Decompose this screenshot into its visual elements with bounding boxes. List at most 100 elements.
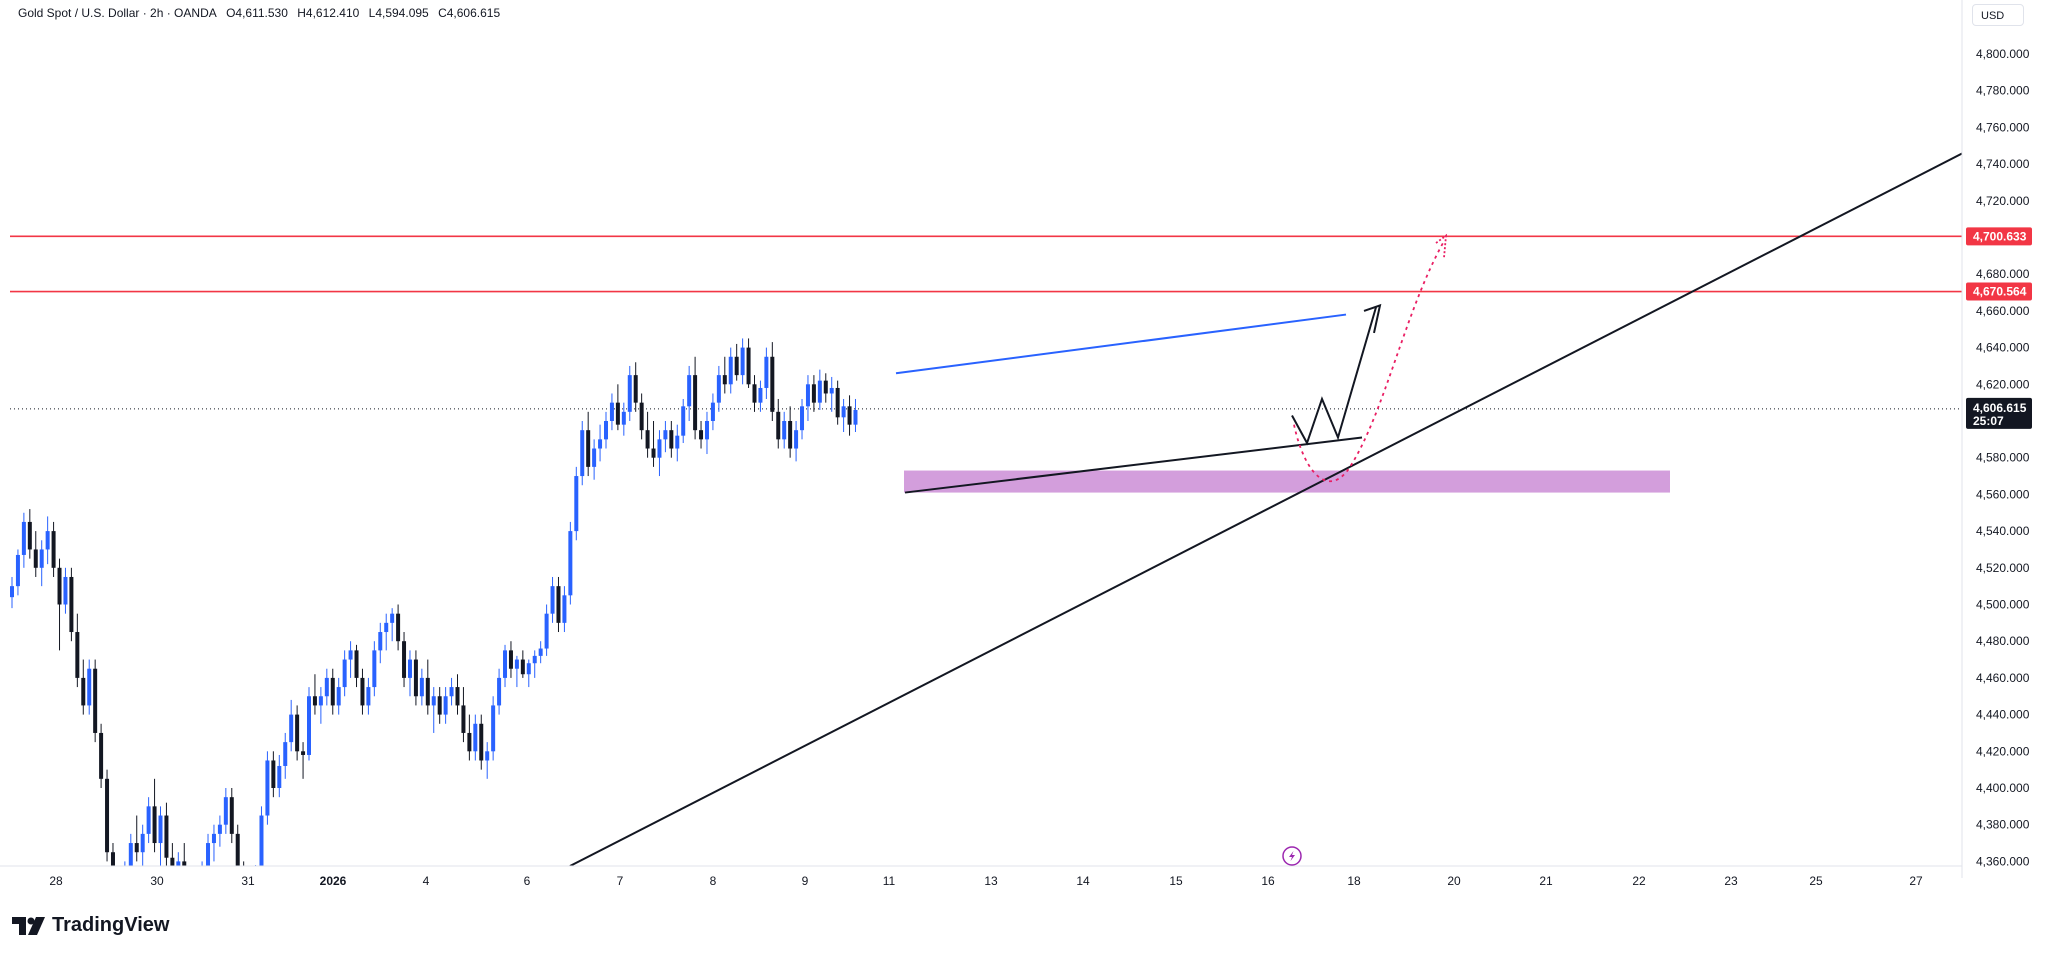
candle[interactable]	[461, 687, 466, 743]
candle[interactable]	[699, 421, 704, 449]
candle[interactable]	[823, 373, 828, 403]
candle[interactable]	[164, 802, 169, 871]
candle[interactable]	[307, 687, 311, 761]
tradingview-logo[interactable]: TradingView	[12, 914, 169, 937]
candle[interactable]	[455, 674, 460, 715]
candle[interactable]	[693, 356, 698, 440]
candle[interactable]	[805, 375, 810, 421]
candle[interactable]	[568, 521, 573, 605]
candle[interactable]	[794, 421, 799, 462]
candle[interactable]	[342, 650, 347, 697]
candle[interactable]	[782, 411, 787, 449]
candle[interactable]	[229, 788, 234, 844]
candle[interactable]	[841, 398, 846, 433]
candle[interactable]	[413, 650, 418, 706]
triangle-resistance-line[interactable]	[895, 313, 1347, 375]
candle[interactable]	[128, 833, 133, 880]
candle[interactable]	[360, 668, 365, 715]
candle[interactable]	[318, 687, 323, 724]
candle[interactable]	[402, 632, 407, 688]
candle[interactable]	[45, 516, 50, 565]
candle[interactable]	[378, 622, 383, 664]
candle[interactable]	[485, 742, 490, 779]
candle[interactable]	[592, 439, 597, 480]
candle[interactable]	[407, 650, 412, 697]
candle[interactable]	[675, 424, 680, 462]
candle[interactable]	[508, 641, 513, 678]
candle[interactable]	[33, 531, 38, 577]
candle[interactable]	[431, 687, 436, 733]
candle[interactable]	[75, 613, 80, 688]
candle[interactable]	[681, 398, 686, 444]
candle[interactable]	[283, 732, 288, 779]
candle[interactable]	[532, 650, 537, 678]
candle[interactable]	[740, 338, 745, 385]
candle[interactable]	[473, 714, 478, 761]
candle[interactable]	[69, 567, 74, 642]
candle[interactable]	[259, 806, 264, 879]
candle[interactable]	[776, 398, 781, 449]
projection-path[interactable]	[1291, 306, 1377, 446]
candle[interactable]	[437, 687, 442, 724]
candle[interactable]	[520, 650, 525, 678]
candle[interactable]	[710, 393, 715, 431]
candle[interactable]	[277, 754, 282, 798]
candle[interactable]	[366, 677, 371, 715]
candle[interactable]	[235, 824, 240, 889]
candle[interactable]	[265, 751, 270, 825]
candle[interactable]	[134, 815, 139, 862]
candle[interactable]	[788, 406, 793, 458]
candle[interactable]	[182, 843, 187, 898]
candle[interactable]	[609, 393, 614, 431]
candle[interactable]	[336, 677, 341, 715]
candle[interactable]	[206, 833, 211, 880]
candle[interactable]	[396, 604, 401, 651]
candle[interactable]	[734, 343, 739, 381]
symbol-title[interactable]: Gold Spot / U.S. Dollar · 2h · OANDA	[18, 6, 217, 20]
candle[interactable]	[425, 659, 430, 715]
candle[interactable]	[271, 751, 276, 798]
candle[interactable]	[99, 723, 104, 788]
candle[interactable]	[835, 380, 840, 425]
candle[interactable]	[467, 714, 472, 761]
candle[interactable]	[289, 699, 294, 752]
forecast-path[interactable]	[1293, 240, 1445, 483]
candle[interactable]	[758, 380, 763, 412]
candle[interactable]	[105, 769, 110, 862]
candle[interactable]	[853, 398, 858, 433]
candle[interactable]	[550, 576, 555, 623]
candle[interactable]	[176, 852, 181, 889]
candle[interactable]	[93, 659, 98, 743]
candle[interactable]	[829, 376, 834, 412]
candle[interactable]	[574, 466, 579, 541]
triangle-support-line[interactable]	[904, 436, 1363, 494]
candle[interactable]	[57, 558, 62, 651]
candle[interactable]	[301, 742, 306, 779]
candle[interactable]	[497, 668, 502, 715]
candle[interactable]	[211, 824, 216, 862]
candle[interactable]	[538, 641, 543, 664]
candle[interactable]	[384, 613, 389, 651]
candle[interactable]	[752, 375, 757, 412]
candle[interactable]	[562, 586, 567, 633]
candle[interactable]	[295, 705, 300, 761]
candle[interactable]	[580, 421, 585, 486]
candle[interactable]	[39, 540, 44, 587]
candle[interactable]	[330, 668, 335, 715]
candle[interactable]	[479, 714, 484, 770]
candle[interactable]	[764, 347, 769, 399]
candle[interactable]	[390, 608, 395, 642]
candle[interactable]	[312, 674, 317, 715]
candle[interactable]	[514, 655, 519, 688]
candle[interactable]	[544, 604, 549, 656]
candle[interactable]	[669, 421, 674, 458]
candle[interactable]	[324, 668, 329, 706]
candle[interactable]	[152, 778, 157, 853]
currency-button[interactable]: USD	[1972, 4, 2024, 26]
candle[interactable]	[63, 567, 68, 614]
candle[interactable]	[716, 365, 721, 412]
candle[interactable]	[27, 509, 32, 559]
candle[interactable]	[140, 824, 145, 871]
candle[interactable]	[526, 659, 531, 688]
